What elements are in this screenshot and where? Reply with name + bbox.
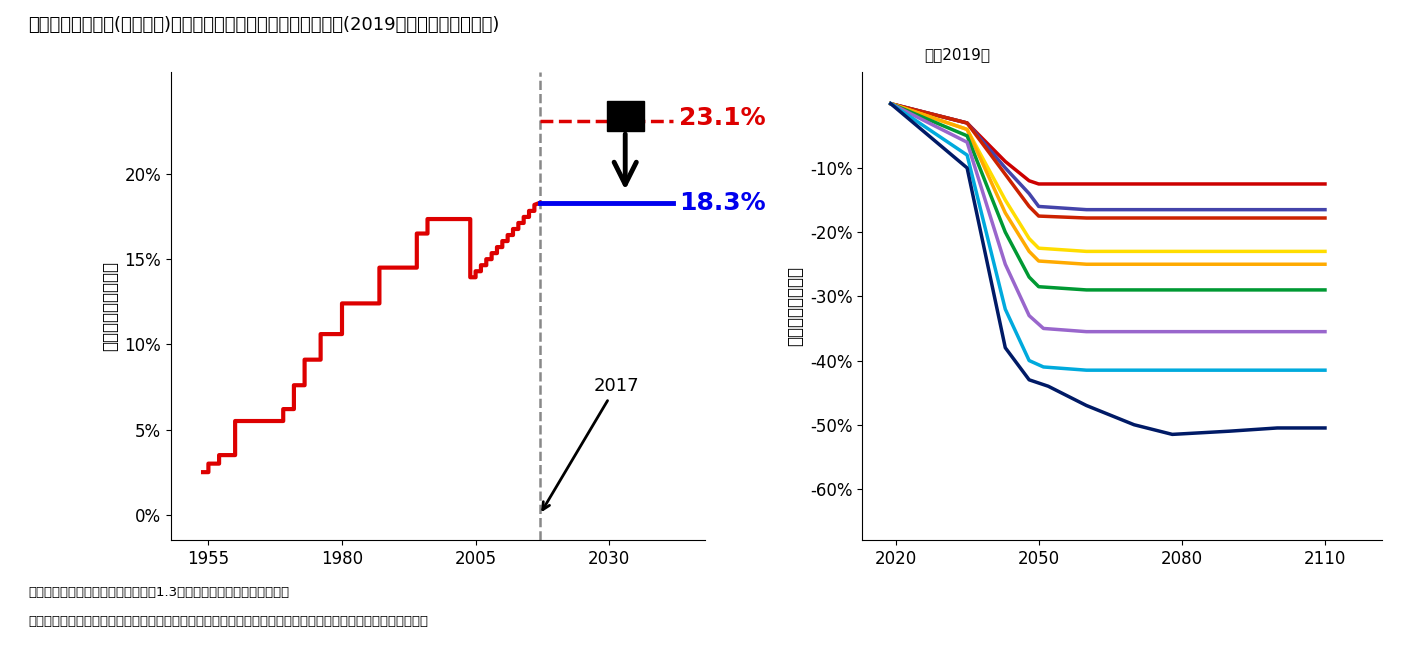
Text: 2017: 2017 [543,378,638,510]
Text: 18.3%: 18.3% [678,191,765,215]
Y-axis label: 給付水準の低下率: 給付水準の低下率 [787,266,804,346]
Text: 23.1%: 23.1% [678,105,765,130]
Text: （注１）図表左では、月額ベースを1.3で割って総報酬ベースと接続。: （注１）図表左では、月額ベースを1.3で割って総報酬ベースと接続。 [28,586,289,599]
Text: 図表２　保険料率(厚生年金)の推移と、今後の給付水準の見通し(2019年公表の将来見通し): 図表２ 保険料率(厚生年金)の推移と、今後の給付水準の見通し(2019年公表の将… [28,16,500,35]
FancyBboxPatch shape [607,101,644,132]
Text: （対2019）: （対2019） [925,48,990,62]
Text: （資料）厚生労働省「年金改革の骨格に関する方向性と論点」、同「財政検証詳細結果等１」等より筆者作成。: （資料）厚生労働省「年金改革の骨格に関する方向性と論点」、同「財政検証詳細結果等… [28,615,429,628]
Y-axis label: 厚生年金の保険料率: 厚生年金の保険料率 [101,261,118,351]
